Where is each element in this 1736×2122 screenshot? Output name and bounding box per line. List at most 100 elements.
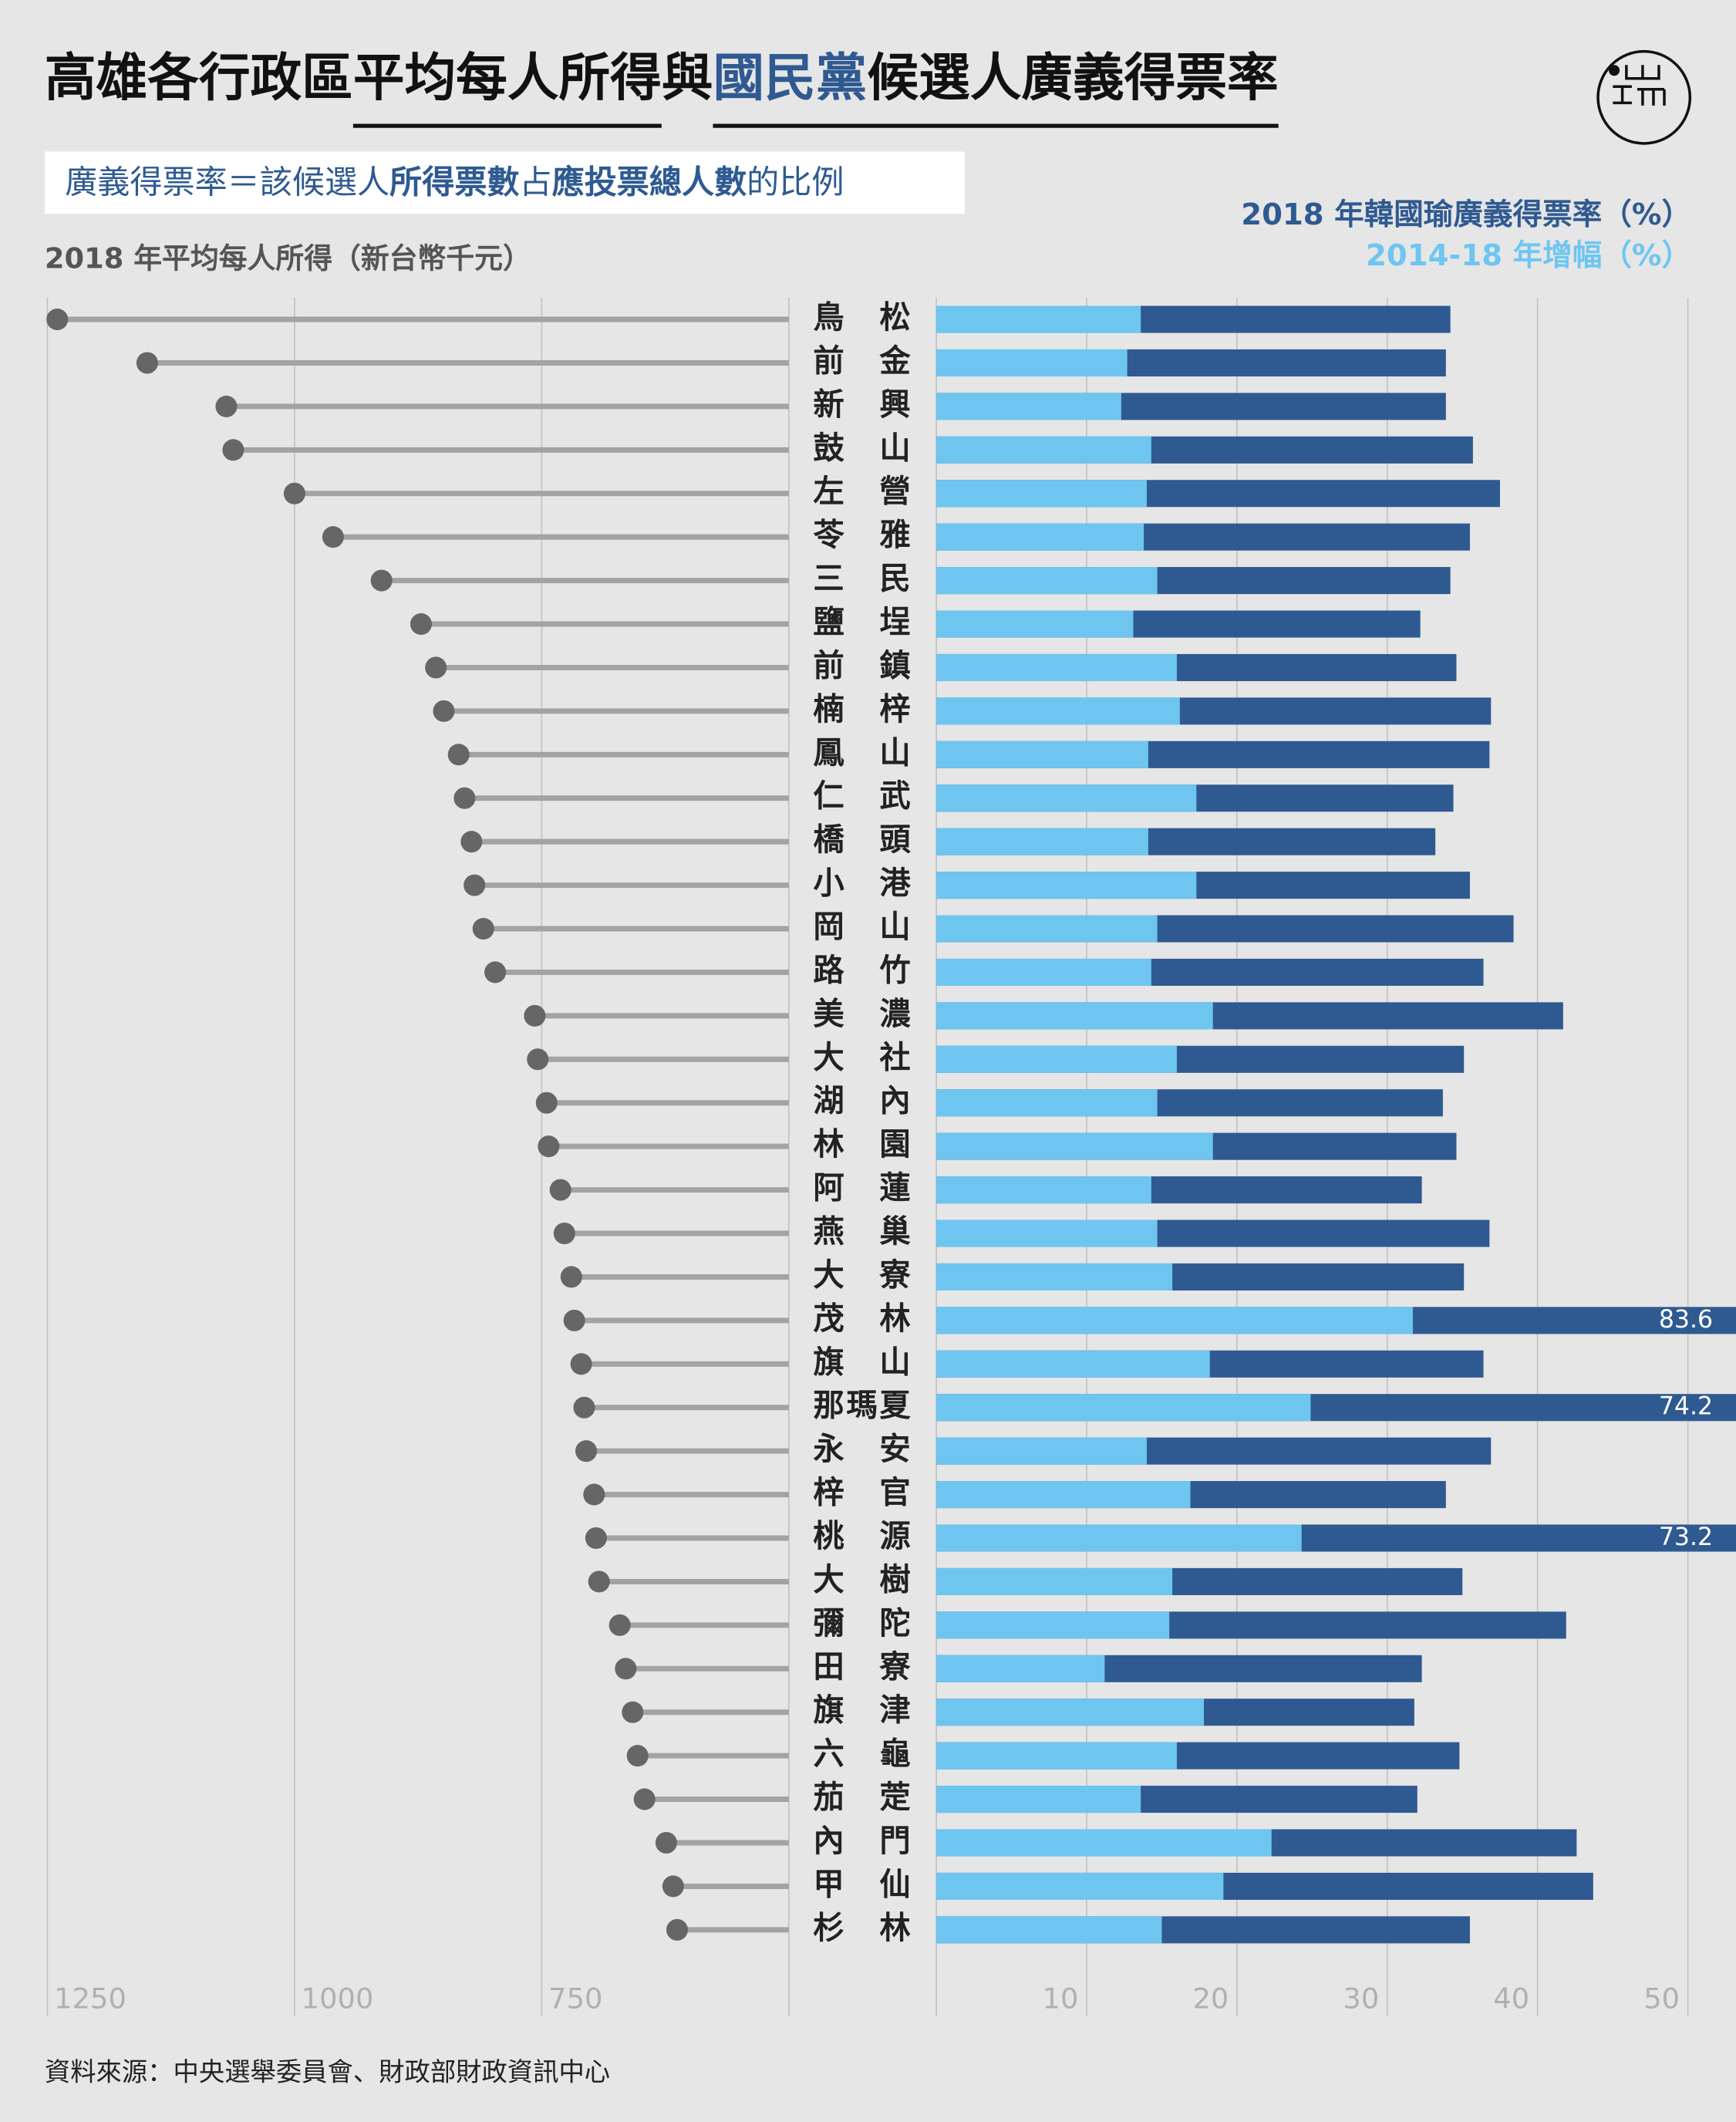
lollipop-dot xyxy=(222,439,244,461)
bar xyxy=(936,1655,1105,1682)
lollipop-dot xyxy=(585,1527,607,1550)
lollipop-dot xyxy=(583,1483,605,1506)
lollipop-dot xyxy=(575,1440,598,1462)
lollipop-dot xyxy=(622,1701,644,1723)
category-label: 那瑪夏 xyxy=(813,1388,911,1424)
bar xyxy=(936,1220,1158,1247)
subtitle: 廣義得票率＝該候選人所得票數占應投票總人數的比例 xyxy=(65,163,844,201)
lollipop-dot xyxy=(46,309,69,331)
bar xyxy=(936,958,1151,987)
lollipop-dot xyxy=(615,1658,637,1680)
x-tick-label: 40 xyxy=(1493,1982,1529,2016)
bar xyxy=(936,1089,1158,1117)
subtitle-part: 的比例 xyxy=(747,163,844,201)
bar xyxy=(936,1045,1177,1073)
lollipop-dot xyxy=(460,831,483,853)
chart-title: 高雄各行政區平均每人所得與國民黨候選人廣義得票率 xyxy=(45,47,1279,107)
bar xyxy=(936,1611,1170,1639)
bar xyxy=(936,915,1158,943)
lollipop-dot xyxy=(588,1570,610,1593)
bar xyxy=(936,567,1158,595)
lollipop-dot xyxy=(370,569,393,592)
subtitle-box xyxy=(44,151,965,214)
bar xyxy=(936,784,1197,812)
bar xyxy=(936,610,1134,638)
bar xyxy=(936,1481,1191,1509)
bar xyxy=(936,393,1121,420)
subtitle-part: 所得票數 xyxy=(389,163,519,201)
subtitle-part: 占 xyxy=(520,163,552,201)
bar xyxy=(936,653,1177,682)
lollipop-dot xyxy=(560,1266,582,1288)
lollipop-dot xyxy=(553,1222,575,1245)
bar xyxy=(936,436,1151,464)
subtitle-part: 廣義得票率＝該候選人 xyxy=(65,163,389,201)
bar xyxy=(936,697,1180,725)
bar xyxy=(936,1567,1173,1595)
logo-glyph xyxy=(1613,65,1666,106)
bars xyxy=(936,305,1736,1944)
lollipop-dot xyxy=(573,1396,595,1419)
bar xyxy=(936,1002,1213,1030)
bar xyxy=(936,828,1148,855)
title-part: 高雄各行政區平均每人所得與 xyxy=(45,47,713,107)
lollipop-dot xyxy=(453,787,476,809)
lollipop-dot xyxy=(626,1745,649,1767)
bar xyxy=(936,1437,1147,1465)
value-label: 74.2 xyxy=(1659,1393,1713,1421)
lollipop-dot xyxy=(410,613,433,636)
bar xyxy=(936,1263,1173,1291)
bar xyxy=(936,523,1144,551)
lollipop-dot xyxy=(472,918,494,940)
lollipop-dot xyxy=(608,1614,631,1636)
x-tick-label: 50 xyxy=(1643,1982,1680,2016)
lollipop-dot xyxy=(633,1788,656,1810)
x-tick-label: 30 xyxy=(1343,1982,1379,2016)
x-tick-label: 10 xyxy=(1043,1982,1079,2016)
bar xyxy=(936,1524,1302,1552)
bar xyxy=(936,1350,1210,1378)
bar xyxy=(936,1307,1413,1334)
bar xyxy=(936,1916,1162,1944)
bar xyxy=(936,349,1128,377)
bar xyxy=(936,1394,1311,1422)
lollipop-dot xyxy=(322,526,344,548)
lollipop-dot xyxy=(524,1004,546,1027)
lollipop-dot xyxy=(527,1048,549,1071)
lollipop-dot xyxy=(535,1091,558,1114)
bar xyxy=(936,1176,1151,1204)
logo-dot xyxy=(1609,65,1620,76)
bar xyxy=(936,872,1197,899)
lollipop-dot xyxy=(662,1875,684,1898)
x-tick-label: 1000 xyxy=(302,1982,374,2016)
value-label: 83.6 xyxy=(1659,1306,1713,1334)
income-axis-title: 2018 年平均每人所得（新台幣千元） xyxy=(45,241,531,275)
lollipop-dot xyxy=(215,395,238,417)
legend-entry: 2018 年韓國瑜廣義得票率（%） xyxy=(1241,197,1691,232)
subtitle-part: 應投票總人數 xyxy=(552,163,747,201)
logo-ring xyxy=(1596,49,1692,145)
bar xyxy=(936,1872,1224,1900)
title-part: 候選人廣義得票率 xyxy=(867,47,1278,107)
legend-entry: 2014-18 年增幅（%） xyxy=(1366,238,1691,273)
lollipop-dot xyxy=(538,1135,560,1158)
logo xyxy=(1596,49,1692,145)
lollipop-dot xyxy=(563,1309,585,1331)
lollipop-dot xyxy=(484,961,507,983)
bar xyxy=(936,1786,1141,1813)
x-tick-label: 1250 xyxy=(54,1982,126,2016)
bar xyxy=(936,1132,1213,1160)
lollipop-dot xyxy=(463,874,486,896)
lollipop-dot xyxy=(433,700,455,722)
bar xyxy=(936,1829,1272,1857)
lollipop-dot xyxy=(425,656,447,679)
x-tick-label: 750 xyxy=(548,1982,602,2016)
bar xyxy=(936,305,1141,333)
lollipop-dot xyxy=(666,1918,689,1941)
lollipop-dot xyxy=(549,1179,571,1201)
lollipop-dot xyxy=(655,1831,677,1854)
lollipop-dot xyxy=(283,482,305,504)
lollipop-dot xyxy=(447,744,470,766)
